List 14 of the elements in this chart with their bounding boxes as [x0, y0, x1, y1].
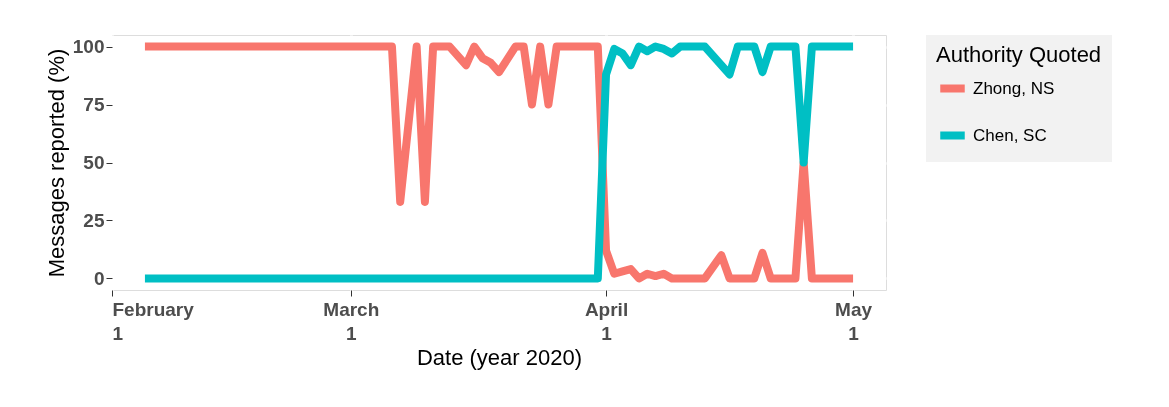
y-tick-label: 75 [83, 94, 105, 116]
y-tick-label: 50 [83, 152, 105, 173]
x-axis-title: Date (year 2020) [416, 344, 583, 370]
x-tick-label: March 1 [323, 298, 380, 344]
legend-label: Zhong, NS [973, 78, 1055, 98]
legend-label: Chen, SC [973, 125, 1047, 145]
y-tick-label: 0 [93, 267, 105, 289]
legend-title: Authority Quoted [936, 42, 1102, 67]
x-tick-label: April 1 [584, 298, 629, 344]
y-axis-title: Messages reported (%) [43, 48, 69, 278]
y-tick-label: 100 [72, 36, 105, 58]
y-tick-label: 25 [83, 209, 105, 231]
x-tick-label: May 1 [835, 298, 873, 344]
x-tick-label: February 1 [112, 298, 195, 344]
